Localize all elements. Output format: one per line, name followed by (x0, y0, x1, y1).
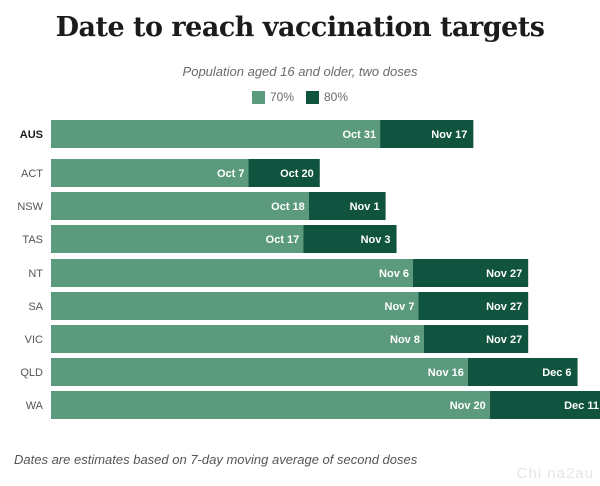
category-label-qld: QLD (20, 367, 43, 379)
bar-70-vic (51, 325, 424, 353)
bar-label-70-sa: Nov 7 (385, 301, 415, 313)
watermark: Chi na2au (516, 465, 594, 482)
bar-label-80-act: Oct 20 (280, 168, 314, 180)
footnote: Dates are estimates based on 7-day movin… (14, 452, 418, 467)
bar-70-nsw (51, 192, 309, 220)
bar-label-70-nt: Nov 6 (379, 268, 409, 280)
bar-80-tas (303, 225, 397, 253)
category-label-nsw: NSW (17, 201, 43, 213)
bar-80-wa (489, 391, 600, 419)
bar-label-80-vic: Nov 27 (486, 334, 522, 346)
bar-70-tas (51, 225, 304, 253)
chart-subtitle: Population aged 16 and older, two doses (182, 64, 418, 79)
bar-label-80-tas: Nov 3 (361, 234, 391, 246)
bar-70-aus (51, 120, 381, 148)
bar-80-vic (423, 325, 529, 353)
category-label-wa: WA (26, 400, 44, 412)
bar-label-80-sa: Nov 27 (486, 301, 522, 313)
category-label-act: ACT (21, 168, 43, 180)
chart-title: Date to reach vaccination targets (55, 12, 545, 43)
bar-80-aus (380, 120, 474, 148)
bar-label-70-nsw: Oct 18 (271, 201, 305, 213)
bar-label-70-qld: Nov 16 (428, 367, 464, 379)
bar-label-70-tas: Oct 17 (266, 234, 300, 246)
bar-label-80-nt: Nov 27 (486, 268, 522, 280)
bar-label-80-aus: Nov 17 (431, 129, 467, 141)
bar-label-70-wa: Nov 20 (450, 400, 486, 412)
category-label-tas: TAS (22, 234, 43, 246)
bar-70-qld (51, 358, 468, 386)
category-label-aus: AUS (20, 129, 43, 141)
bar-label-70-act: Oct 7 (217, 168, 245, 180)
legend-swatch-80 (306, 90, 319, 104)
bar-chart: AUS Oct 31 Nov 17 ACT Oct 7 Oct 20 NSW Oct 18 No… (17, 120, 600, 419)
legend-swatch-70 (251, 90, 265, 104)
bar-80-sa (418, 292, 529, 320)
bar-label-80-nsw: Nov 1 (350, 201, 380, 213)
bar-70-sa (51, 292, 419, 320)
bar-label-80-qld: Dec 6 (542, 367, 571, 379)
bar-label-70-aus: Oct 31 (342, 129, 376, 141)
legend-label-70: 70% (269, 90, 294, 104)
bar-label-80-wa: Dec 11 (564, 400, 599, 412)
bar-80-nsw (308, 192, 386, 220)
legend-item-70: 70% (251, 90, 294, 104)
bar-80-act (248, 159, 320, 187)
category-label-sa: SA (28, 301, 43, 313)
category-label-nt: NT (28, 268, 43, 280)
legend-label-80: 80% (324, 90, 349, 104)
bar-label-70-vic: Nov 8 (390, 334, 420, 346)
bar-70-wa (51, 391, 490, 419)
bar-70-nt (51, 259, 414, 287)
bar-70-act (51, 159, 249, 187)
bar-80-qld (467, 358, 578, 386)
chart-legend: 70% 80% (0, 90, 600, 104)
bar-80-nt (413, 259, 529, 287)
legend-item-80: 80% (306, 90, 348, 104)
category-label-vic: VIC (25, 334, 43, 346)
